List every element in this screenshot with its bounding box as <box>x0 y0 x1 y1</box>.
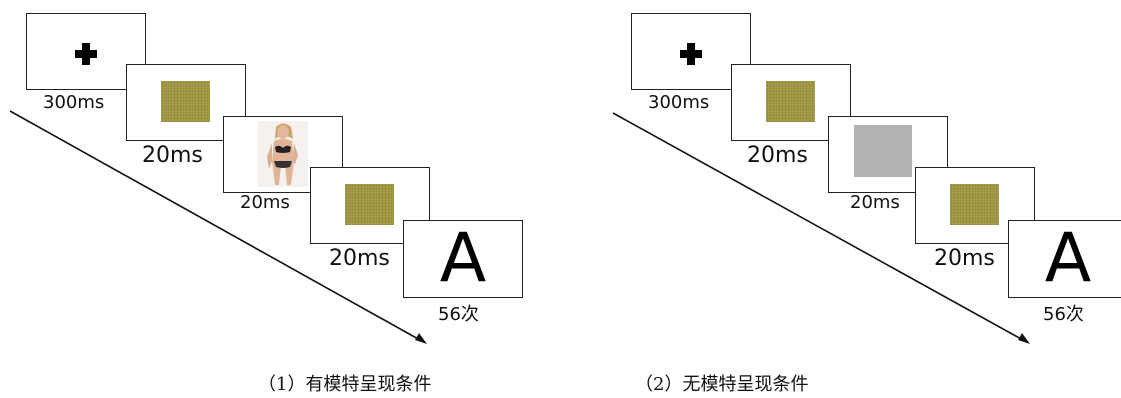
stimulus-frame <box>828 116 948 193</box>
trial-count-label: 56次 <box>1043 304 1084 325</box>
mask-pattern <box>161 81 210 122</box>
target-letter: A <box>439 219 487 298</box>
trial-count-label: 56次 <box>438 304 479 325</box>
mask1-duration-label: 20ms <box>747 143 808 168</box>
target-letter: A <box>1044 219 1092 298</box>
mask2-duration-label: 20ms <box>329 246 390 271</box>
fixation-duration-label: 300ms <box>648 92 710 113</box>
target-letter-frame: A <box>403 219 523 298</box>
time-arrow <box>9 110 427 344</box>
mask-pattern <box>950 184 999 225</box>
panel-caption: （2）无模特呈现条件 <box>635 374 809 395</box>
mask2-duration-label: 20ms <box>934 246 995 271</box>
fixation-cross-icon <box>680 43 702 65</box>
panel-caption: （1）有模特呈现条件 <box>258 374 432 395</box>
mask-pattern <box>766 81 815 122</box>
panel-without-model: A 300ms 20ms 20ms 20ms 56次 （2）无模特呈现条件 <box>605 0 1121 398</box>
target-letter-frame: A <box>1008 219 1121 298</box>
stimulus-duration-label: 20ms <box>240 192 290 213</box>
fixation-cross-icon <box>75 43 97 65</box>
model-photo-icon <box>258 121 308 187</box>
mask-pattern <box>345 184 394 225</box>
fixation-duration-label: 300ms <box>43 92 105 113</box>
time-arrow <box>612 112 1030 344</box>
mask1-duration-label: 20ms <box>142 143 203 168</box>
gray-square <box>854 125 912 177</box>
panel-with-model: A 300ms 20ms 20ms 20ms 56次 （1）有模特呈现条件 <box>0 0 560 398</box>
stimulus-duration-label: 20ms <box>850 192 900 213</box>
